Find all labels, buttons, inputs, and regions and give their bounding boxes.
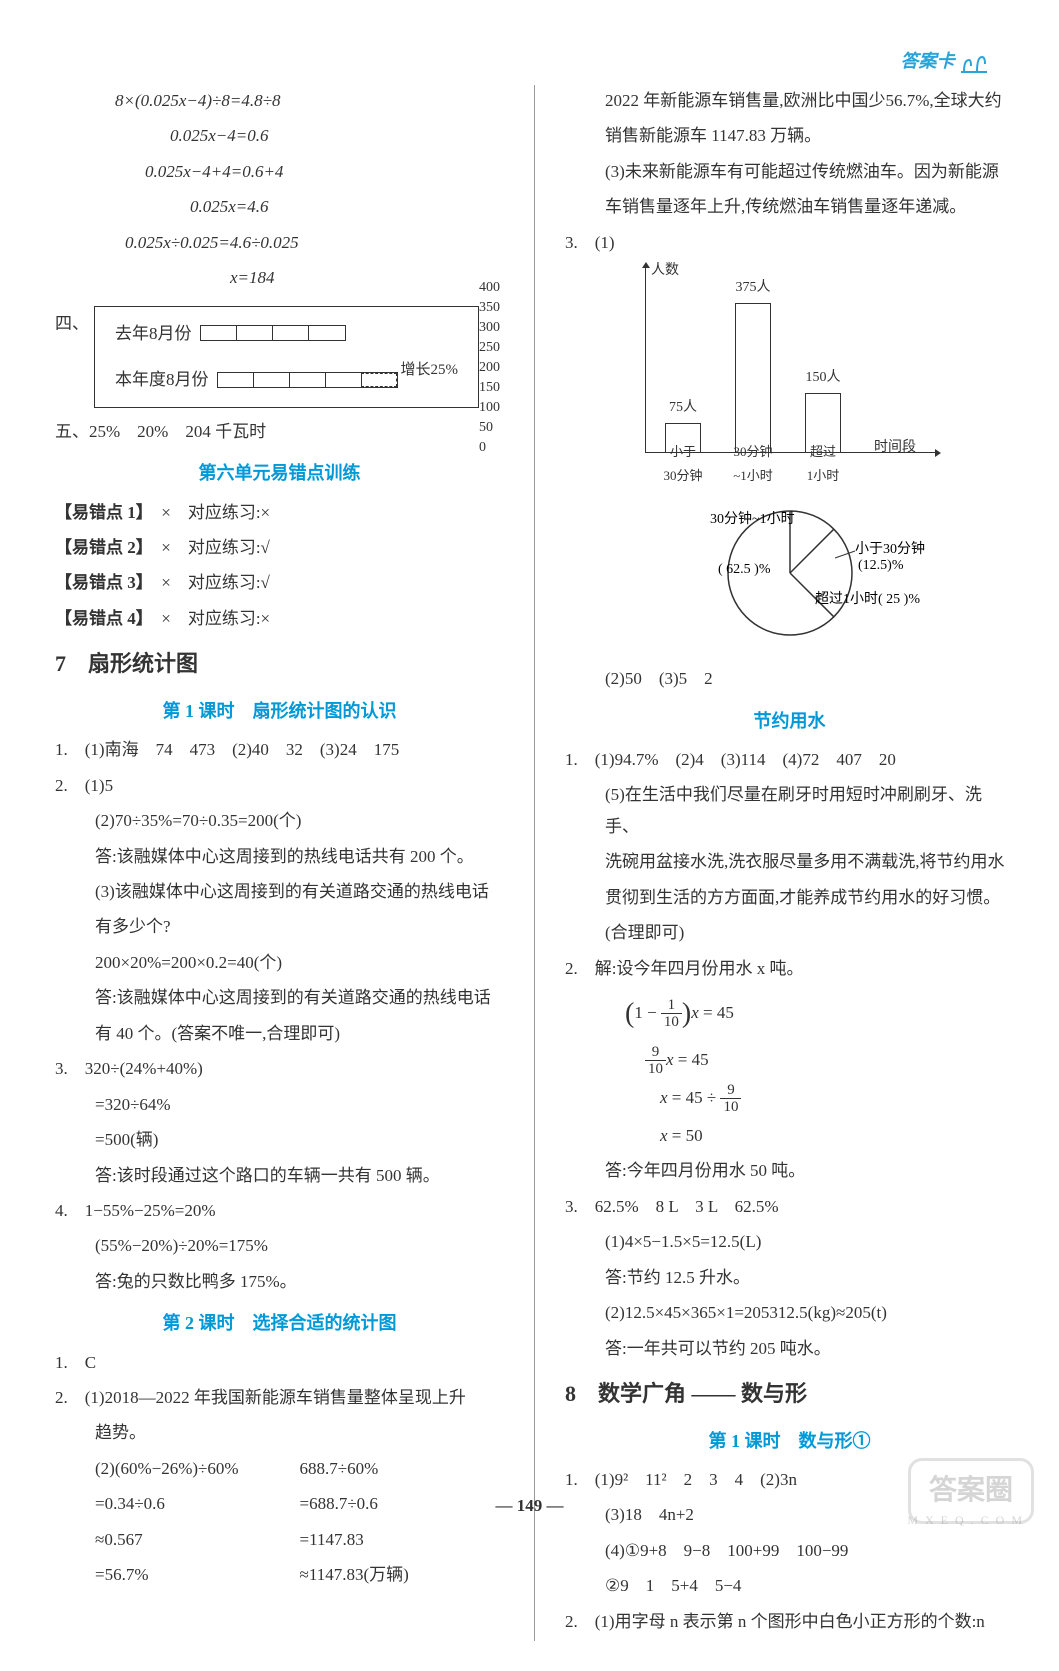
page-number: — 149 —: [496, 1490, 564, 1521]
err-point: 【易错点 1】 × 对应练习:×: [55, 497, 504, 528]
calc-cell: =1147.83: [300, 1524, 505, 1555]
ans-line: 答:该融媒体中心这周接到的热线电话共有 200 个。: [55, 841, 504, 872]
chapter8-title: 8 数学广角 —— 数与形: [565, 1374, 1014, 1415]
ans-line: 4. 1−55%−25%=20%: [55, 1195, 504, 1226]
lesson8-1-title: 第 1 课时 数与形①: [565, 1425, 1014, 1458]
ans-line: (合理即可): [565, 917, 1014, 948]
section-five: 五、25% 20% 204 千瓦时: [55, 416, 504, 447]
bar-chart: 人数 0 50 100 150 200 250 300 350 400 75人 …: [595, 263, 955, 483]
equation-block: 8×(0.025x−4)÷8=4.8÷8 0.025x−4=0.6 0.025x…: [115, 85, 504, 294]
pie-chart: 30分钟~1小时 ( 62.5 )% 小于30分钟 (12.5)% 超过1小时(…: [565, 493, 1014, 653]
pie-label: 超过1小时( 25 )%: [815, 591, 920, 607]
ans-line: (2)70÷35%=70÷0.35=200(个): [55, 805, 504, 836]
eq: x=184: [230, 262, 504, 293]
bar-label: 超过 1小时: [788, 440, 858, 488]
ans-line: 答:一年共可以节约 205 吨水。: [565, 1333, 1014, 1364]
right-column: 2022 年新能源车销售量,欧洲比中国少56.7%,全球大约 销售新能源车 11…: [565, 85, 1014, 1641]
calc-cell: =56.7%: [95, 1559, 300, 1590]
calc-cell: (2)(60%−26%)÷60%: [95, 1453, 300, 1484]
ans-line: 销售新能源车 1147.83 万辆。: [565, 120, 1014, 151]
pie-label: (12.5)%: [858, 558, 904, 573]
answer-card-tag: 答案卡: [901, 45, 990, 78]
eq: 0.025x÷0.025=4.6÷0.025: [125, 227, 504, 258]
ans-line: =500(辆): [55, 1124, 504, 1155]
bar-value: 150人: [806, 365, 841, 391]
pie-label: ( 62.5 )%: [718, 562, 771, 577]
ans-line: 2. (1)用字母 n 表示第 n 个图形中白色小正方形的个数:n: [565, 1606, 1014, 1637]
ans-line: 答:该时段通过这个路口的车辆一共有 500 辆。: [55, 1160, 504, 1191]
frac-eq: x = 50: [565, 1120, 1014, 1151]
left-column: 8×(0.025x−4)÷8=4.8÷8 0.025x−4=0.6 0.025x…: [55, 85, 504, 1641]
err-point: 【易错点 3】 × 对应练习:√: [55, 567, 504, 598]
ans-line: 3. 62.5% 8 L 3 L 62.5%: [565, 1191, 1014, 1222]
ans-line: 答:兔的只数比鸭多 175%。: [55, 1266, 504, 1297]
ans-line: (1)4×5−1.5×5=12.5(L): [565, 1226, 1014, 1257]
pie-label: 小于30分钟: [855, 540, 925, 557]
calc-cell: ≈1147.83(万辆): [300, 1559, 505, 1590]
eq: 0.025x−4=0.6: [170, 120, 504, 151]
ans-line: 2. (1)5: [55, 770, 504, 801]
last-year-label: 去年8月份: [115, 315, 192, 352]
ans-line: 有 40 个。(答案不唯一,合理即可): [55, 1018, 504, 1049]
ans-line: 1. (1)南海 74 473 (2)40 32 (3)24 175: [55, 734, 504, 765]
ans-line: (2)12.5×45×365×1=205312.5(kg)≈205(t): [565, 1297, 1014, 1328]
eq: 8×(0.025x−4)÷8=4.8÷8: [115, 85, 504, 116]
ans-line: 车销售量逐年上升,传统燃油车销售量逐年递减。: [565, 191, 1014, 222]
ans-line: ②9 1 5+4 5−4: [565, 1570, 1014, 1601]
calc-cell: =688.7÷0.6: [300, 1488, 505, 1519]
frac-eq: ((1 − 1 − 110)x = 45: [565, 988, 1014, 1040]
lesson1-title: 第 1 课时 扇形统计图的认识: [55, 695, 504, 728]
frac-eq: x = 45 ÷ 910: [565, 1082, 1014, 1116]
ans-line: 2. 解:设今年四月份用水 x 吨。: [565, 953, 1014, 984]
eq: 0.025x−4+4=0.6+4: [145, 156, 504, 187]
calc-cell: =0.34÷0.6: [95, 1488, 300, 1519]
ans-line: 答:节约 12.5 升水。: [565, 1262, 1014, 1293]
pie-label: 30分钟~1小时: [710, 510, 795, 527]
lesson2-title: 第 2 课时 选择合适的统计图: [55, 1307, 504, 1340]
ans-line: (3)未来新能源车有可能超过传统燃油车。因为新能源: [565, 156, 1014, 187]
ans-line: =320÷64%: [55, 1089, 504, 1120]
ans-line: 贯彻到生活的方方面面,才能养成节约用水的好习惯。: [565, 882, 1014, 913]
ans-line: 1. C: [55, 1347, 504, 1378]
err-point: 【易错点 4】 × 对应练习:×: [55, 603, 504, 634]
ans-line: (3)该融媒体中心这周接到的有关道路交通的热线电话: [55, 876, 504, 907]
ans-line: 答:该融媒体中心这周接到的有关道路交通的热线电话: [55, 982, 504, 1013]
bar-label: 30分钟 ~1小时: [718, 440, 788, 488]
ans-line: 1. (1)94.7% (2)4 (3)114 (4)72 407 20: [565, 744, 1014, 775]
ans-line: 2022 年新能源车销售量,欧洲比中国少56.7%,全球大约: [565, 85, 1014, 116]
this-year-label: 本年度8月份: [115, 361, 209, 398]
bar-value: 75人: [669, 395, 697, 421]
calc-table: (2)(60%−26%)÷60% =0.34÷0.6 ≈0.567 =56.7%…: [55, 1453, 504, 1595]
comparison-box: 去年8月份 本年度8月份XXXXX 增长25% 本年度8月份: [94, 306, 479, 408]
unit6-title: 第六单元易错点训练: [55, 457, 504, 490]
save-water-title: 节约用水: [565, 705, 1014, 738]
growth-label: 增长25%: [401, 354, 459, 387]
bar-label: 小于 30分钟: [648, 440, 718, 488]
calc-cell: 688.7÷60%: [300, 1453, 505, 1484]
err-point: 【易错点 2】 × 对应练习:√: [55, 532, 504, 563]
watermark-url: M X E Q . C O M: [907, 1509, 1024, 1531]
ans-line: 有多少个?: [55, 911, 504, 942]
ans-line: 答:今年四月份用水 50 吨。: [565, 1155, 1014, 1186]
bar-value: 375人: [736, 275, 771, 301]
ans-line: 200×20%=200×0.2=40(个): [55, 947, 504, 978]
ans-line: 2. (1)2018—2022 年我国新能源车销售量整体呈现上升: [55, 1382, 504, 1413]
ans-line: (55%−20%)÷20%=175%: [55, 1230, 504, 1261]
x-axis-title: 时间段: [874, 435, 916, 461]
ans-line: 3. 320÷(24%+40%): [55, 1053, 504, 1084]
ans-line: (2)50 (3)5 2: [565, 663, 1014, 694]
frac-eq: 910x = 45: [565, 1044, 1014, 1078]
ans-line: 趋势。: [55, 1417, 504, 1448]
section-four-num: 四、: [55, 308, 89, 339]
ans-line: (4)①9+8 9−8 100+99 100−99: [565, 1535, 1014, 1566]
chapter7-title: 7 扇形统计图: [55, 644, 504, 685]
ans-line: 洗碗用盆接水洗,洗衣服尽量多用不满载洗,将节约用水: [565, 846, 1014, 877]
ans-line: (5)在生活中我们尽量在刷牙时用短时冲刷刷牙、洗手、: [565, 779, 1014, 842]
ans-line: 3. (1): [565, 227, 1014, 258]
calc-cell: ≈0.567: [95, 1524, 300, 1555]
eq: 0.025x=4.6: [190, 191, 504, 222]
